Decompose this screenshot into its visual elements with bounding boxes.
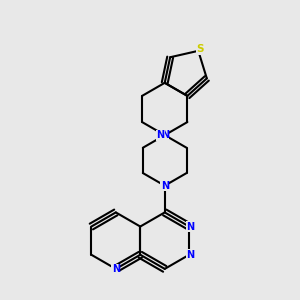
Text: N: N bbox=[161, 181, 169, 191]
Text: N: N bbox=[156, 130, 164, 140]
Text: N: N bbox=[187, 221, 195, 232]
Text: N: N bbox=[187, 250, 195, 260]
Text: S: S bbox=[196, 44, 203, 54]
Text: N: N bbox=[161, 130, 169, 140]
Text: N: N bbox=[112, 265, 120, 275]
